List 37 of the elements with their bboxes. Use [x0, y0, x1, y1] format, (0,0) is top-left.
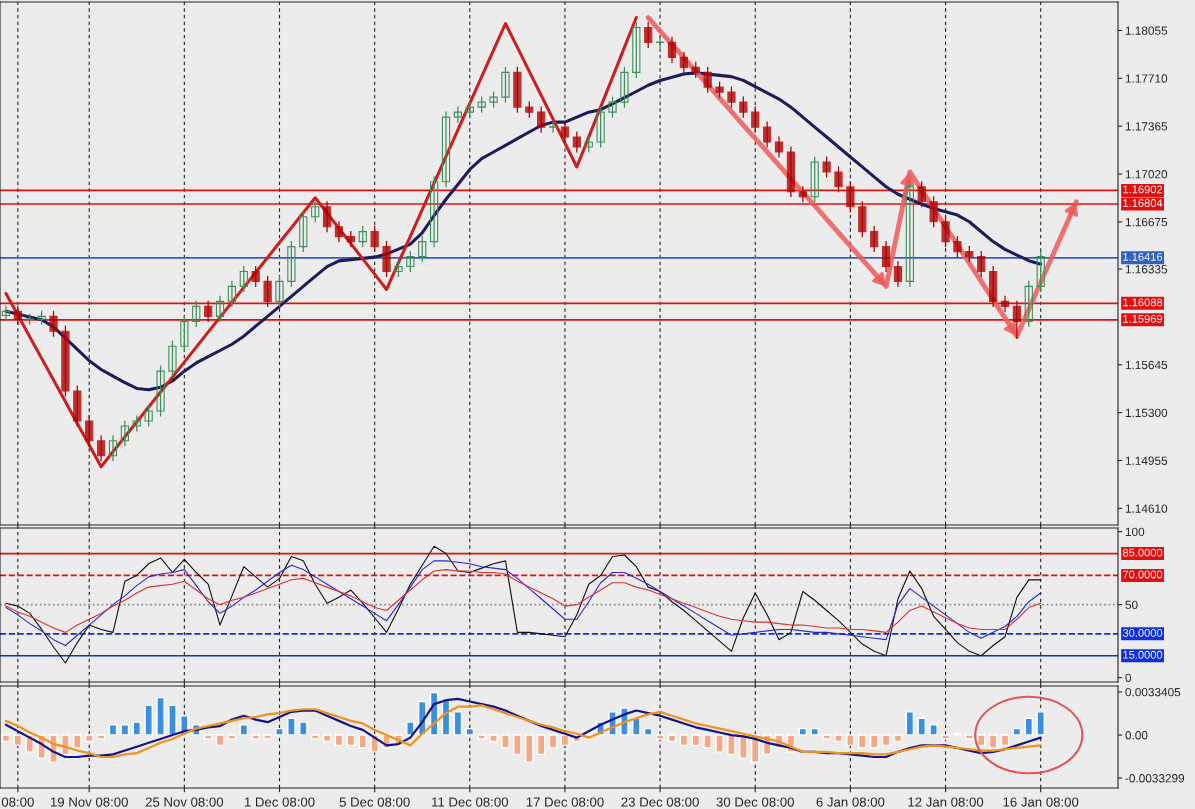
x-tick-label: 17 Dec 08:00 [526, 797, 604, 807]
x-tick-label: 11 Dec 08:00 [432, 797, 509, 807]
x-tick-label: 23 Dec 08:00 [621, 797, 699, 807]
y-tick-label: 1.16675 [1125, 217, 1168, 227]
y-tick-label: 1.15645 [1125, 360, 1168, 370]
ref-line-label: 1.15969 [1123, 314, 1163, 323]
x-tick-label: 1 Dec 08:00 [244, 797, 315, 807]
ref-line-label: 1.16416 [1123, 252, 1163, 261]
y-tick-label: 1.16335 [1125, 265, 1168, 274]
y-tick-label: 1.14610 [1125, 504, 1168, 513]
ref-line-label: 85.0000 [1122, 548, 1163, 557]
y-tick-label: 0 [1125, 673, 1132, 683]
y-tick-label: 1.18055 [1125, 26, 1168, 35]
x-tick-label: 12 Jan 08:00 [908, 797, 984, 807]
y-tick-label: 1.17710 [1125, 74, 1168, 83]
ref-line-label: 70.0000 [1123, 570, 1163, 579]
ref-line-label: 1.16804 [1123, 199, 1163, 207]
y-tick-label: 1.14955 [1125, 456, 1168, 465]
y-tick-label: 1.17020 [1125, 170, 1168, 179]
x-tick-label: 30 Dec 08:00 [716, 797, 794, 807]
ref-line-label: 30.0000 [1122, 628, 1163, 637]
x-tick-label: 16 Jan 08:00 [1003, 797, 1079, 807]
y-tick-label: -0.0033299 [1125, 774, 1185, 783]
y-tick-label: 100 [1125, 527, 1145, 537]
x-tick-label: 6 Jan 08:00 [816, 797, 885, 807]
y-tick-label: 50 [1125, 600, 1138, 610]
y-tick-label: 0.00 [1125, 731, 1148, 740]
ref-line-label: 1.16088 [1123, 298, 1163, 307]
y-tick-label: 1.15300 [1125, 408, 1168, 418]
y-tick-label: 0.0033405 [1125, 687, 1181, 697]
ref-line-label: 15.0000 [1123, 650, 1163, 659]
x-tick-label: 25 Nov 08:00 [145, 797, 224, 807]
x-tick-label: 19 Nov 08:00 [50, 797, 128, 807]
y-tick-label: 1.17365 [1125, 122, 1168, 131]
x-tick-label: 08:00 [1, 797, 34, 807]
x-tick-label: 5 Dec 08:00 [339, 797, 410, 807]
ref-line-label: 1.16902 [1123, 185, 1163, 194]
